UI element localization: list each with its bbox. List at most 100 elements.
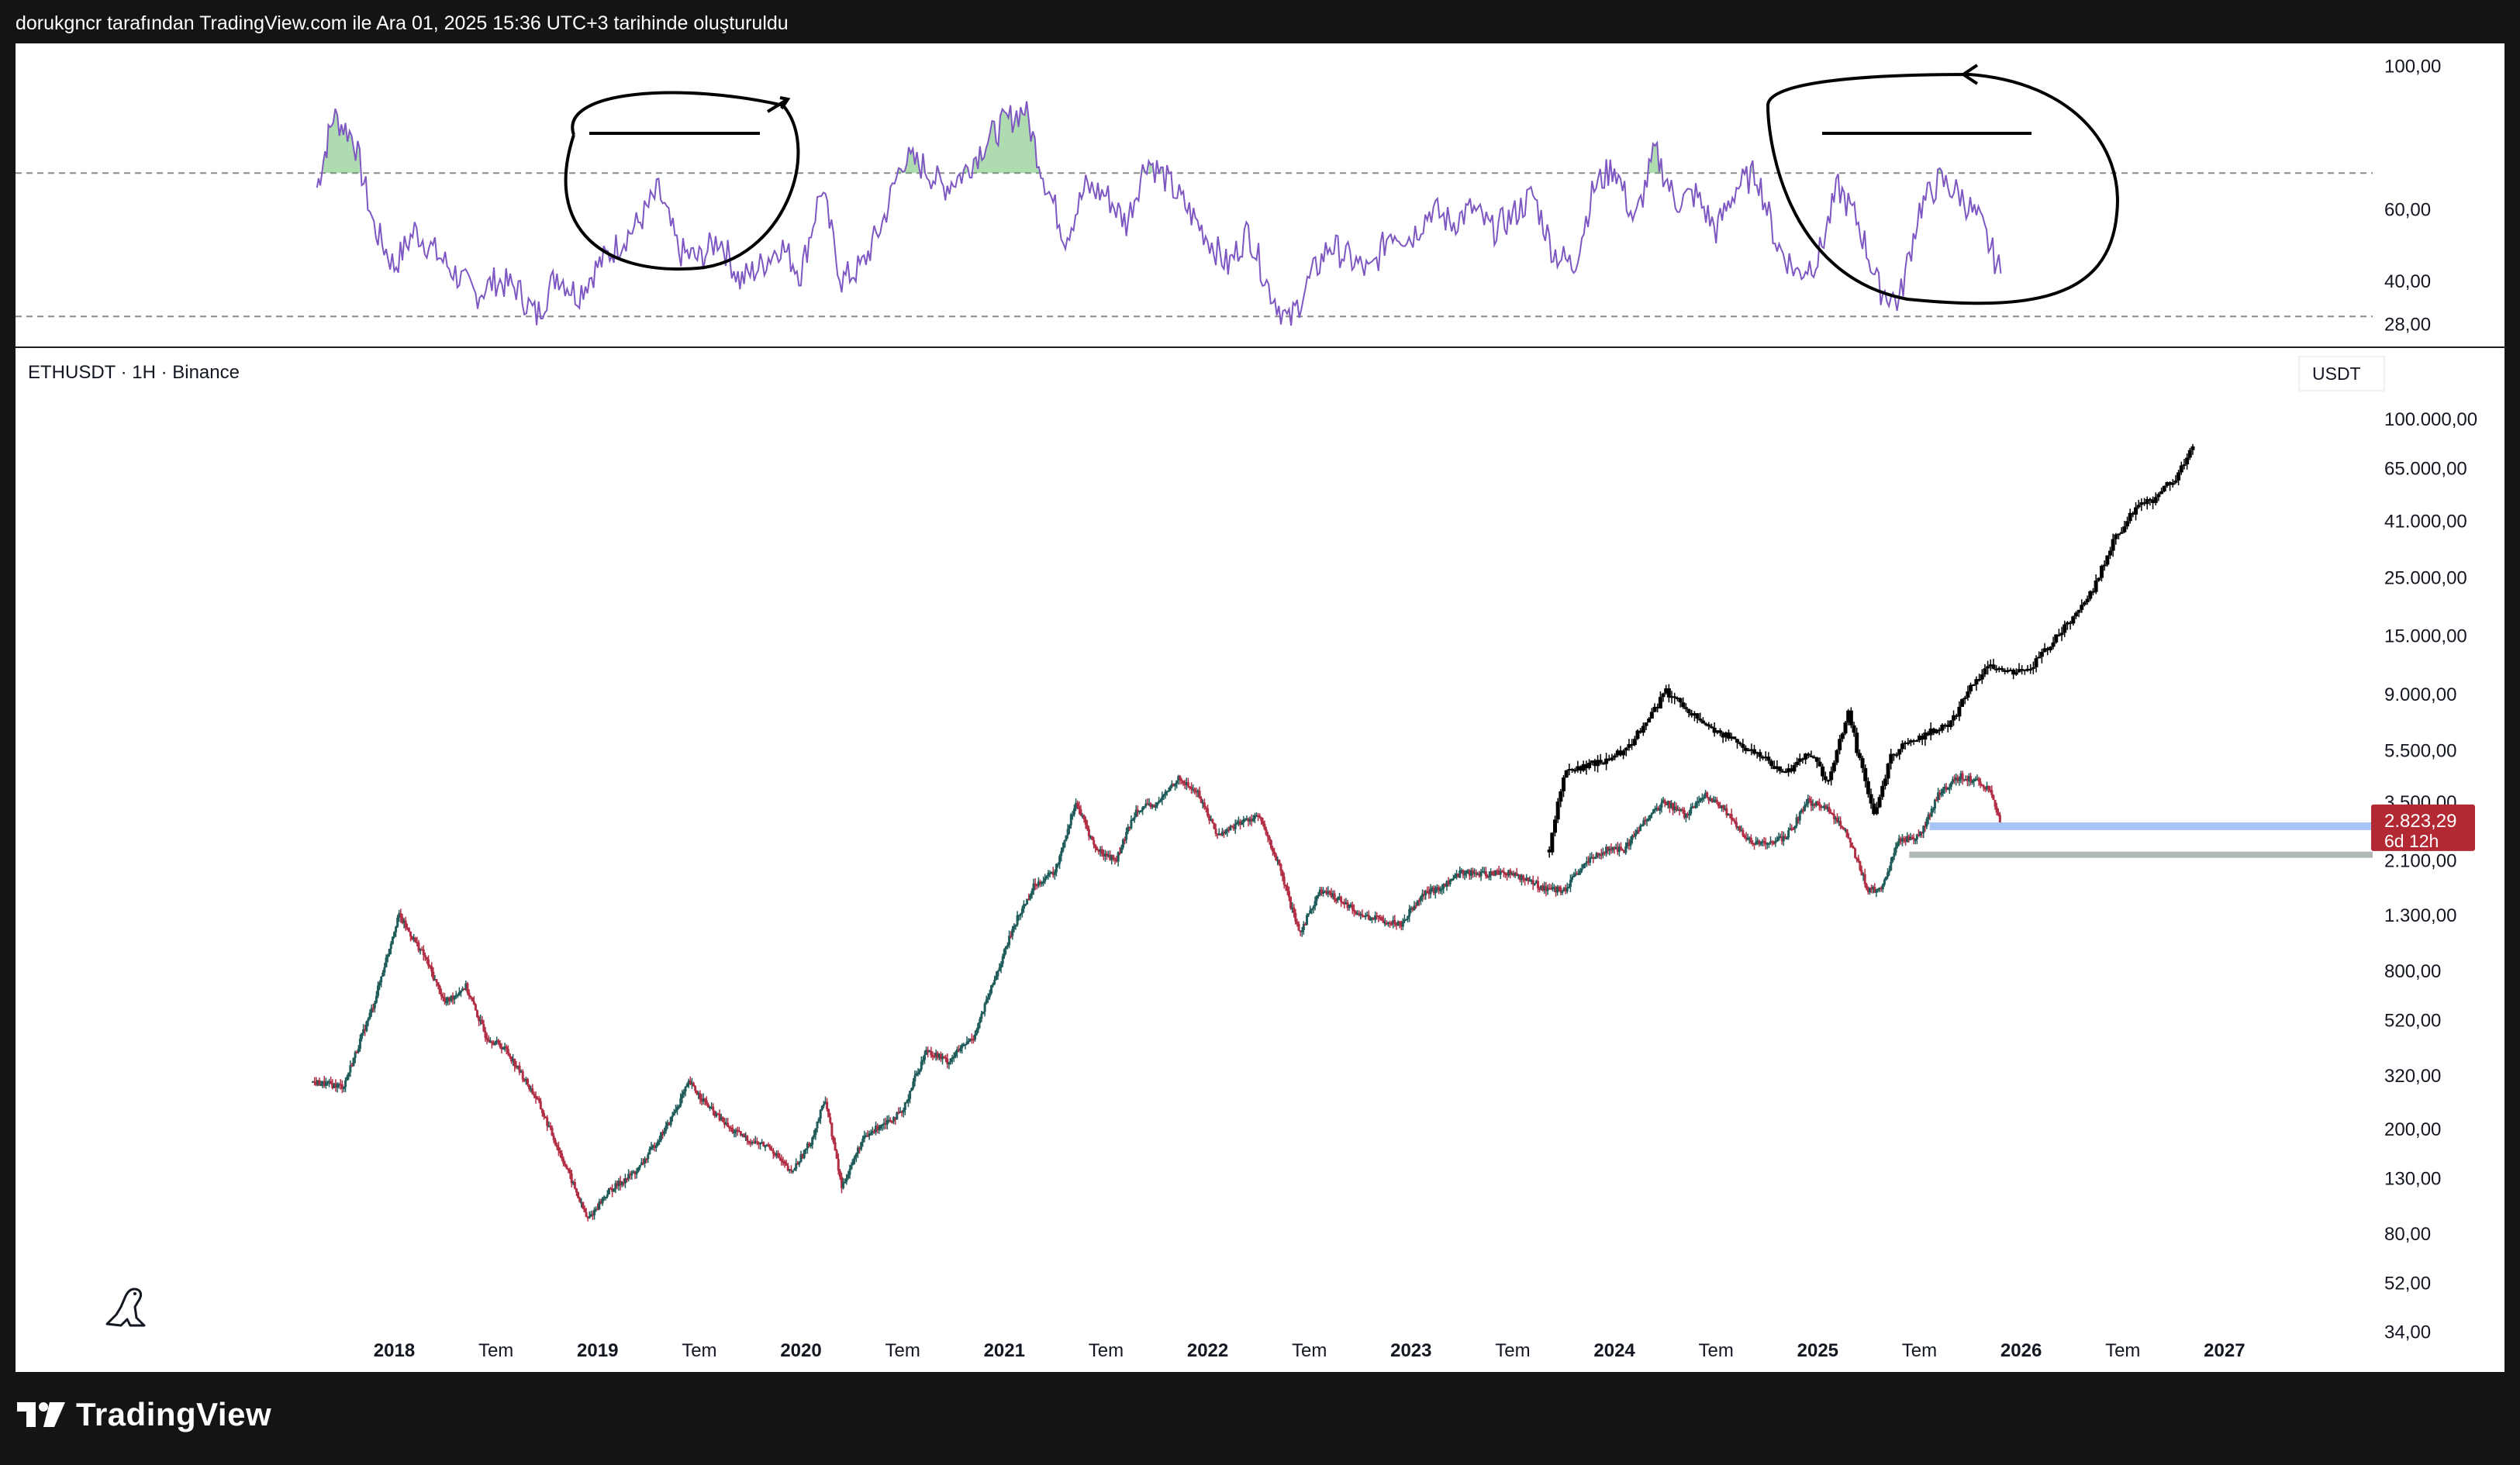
projection-candle-5[interactable] [1562,777,1566,791]
projection-candle-199[interactable] [2114,534,2118,539]
price-candle-1014[interactable] [1961,773,1964,780]
price-candle-180[interactable] [604,1196,607,1198]
price-candle-481[interactable] [1094,844,1097,848]
price-candle-264[interactable] [740,1133,744,1136]
projection-candle-79[interactable] [1772,766,1776,770]
price-candle-865[interactable] [1718,806,1721,808]
price-candle-886[interactable] [1753,843,1756,846]
price-candle-494[interactable] [1115,859,1118,862]
price-candle-445[interactable] [1035,884,1038,887]
price-candle-159[interactable] [570,1173,573,1184]
price-candle-491[interactable] [1110,855,1113,860]
price-candle-405[interactable] [970,1038,973,1040]
price-candle-979[interactable] [1904,839,1907,843]
price-candle-922[interactable] [1811,803,1814,806]
price-candle-440[interactable] [1027,898,1030,901]
price-candle-754[interactable] [1538,888,1541,890]
price-candle-77[interactable] [437,982,440,986]
projection-candle-35[interactable] [1647,719,1652,723]
price-candle-301[interactable] [801,1154,804,1158]
price-candle-698[interactable] [1447,881,1450,884]
price-candle-542[interactable] [1193,788,1196,791]
projection-candle-196[interactable] [2105,555,2110,565]
price-candle-387[interactable] [941,1057,944,1060]
price-candle-669[interactable] [1400,922,1403,927]
price-candle-641[interactable] [1354,911,1357,914]
projection-candle-72[interactable] [1752,749,1757,754]
price-candle-169[interactable] [586,1216,589,1219]
price-candle-634[interactable] [1343,903,1346,905]
projection-candle-113[interactable] [1869,794,1873,804]
price-candle-824[interactable] [1652,809,1655,813]
price-candle-199[interactable] [635,1171,638,1174]
price-candle-501[interactable] [1127,826,1130,832]
price-candle-245[interactable] [710,1106,713,1108]
projection-candle-6[interactable] [1564,770,1569,778]
price-candle-655[interactable] [1377,915,1380,918]
price-candle-941[interactable] [1842,827,1845,830]
price-candle-763[interactable] [1552,887,1555,889]
projection-candle-85[interactable] [1789,768,1793,772]
price-candle-274[interactable] [757,1143,760,1145]
projection-candle-50[interactable] [1690,712,1694,716]
projection-candle-189[interactable] [2085,598,2090,602]
price-candle-134[interactable] [530,1088,533,1091]
price-candle-686[interactable] [1427,891,1431,895]
price-candle-940[interactable] [1841,826,1844,828]
price-candle-152[interactable] [558,1150,561,1153]
projection-candle-116[interactable] [1877,797,1882,808]
price-candle-133[interactable] [528,1084,531,1090]
price-candle-549[interactable] [1204,807,1207,809]
price-candle-22[interactable] [347,1072,350,1077]
projection-candle-218[interactable] [2168,482,2173,485]
price-candle-437[interactable] [1022,904,1025,909]
price-candle-997[interactable] [1933,799,1936,809]
price-candle-357[interactable] [892,1117,896,1122]
price-candle-280[interactable] [767,1144,770,1147]
price-candle-912[interactable] [1795,817,1798,826]
price-candle-592[interactable] [1275,854,1278,860]
price-candle-58[interactable] [406,927,409,929]
price-candle-370[interactable] [913,1075,917,1082]
price-candle-903[interactable] [1780,836,1783,842]
price-candle-723[interactable] [1488,875,1491,877]
price-candle-509[interactable] [1140,810,1143,812]
price-candle-530[interactable] [1174,784,1177,787]
price-candle-365[interactable] [905,1101,908,1104]
projection-candle-71[interactable] [1749,749,1754,751]
price-candle-1002[interactable] [1942,789,1945,794]
price-candle-433[interactable] [1016,915,1019,926]
price-candle-785[interactable] [1589,857,1592,863]
price-candle-404[interactable] [968,1038,972,1041]
projection-candle-124[interactable] [1900,743,1904,750]
price-candle-463[interactable] [1065,835,1068,841]
projection-candle-89[interactable] [1800,758,1805,760]
price-candle-51[interactable] [395,926,398,932]
price-candle-383[interactable] [934,1053,937,1056]
price-candle-960[interactable] [1873,887,1876,893]
price-candle-1032[interactable] [1990,790,1994,796]
price-candle-48[interactable] [389,943,392,949]
price-candle-351[interactable] [882,1122,885,1125]
projection-candle-101[interactable] [1835,750,1839,763]
price-candle-677[interactable] [1413,905,1416,911]
projection-candle-84[interactable] [1786,768,1791,773]
price-candle-520[interactable] [1158,801,1161,803]
price-candle-223[interactable] [674,1110,677,1112]
price-candle-1011[interactable] [1956,777,1959,781]
price-candle-541[interactable] [1192,788,1195,791]
projection-candle-76[interactable] [1763,757,1768,759]
price-candle-645[interactable] [1361,914,1364,916]
projection-candle-118[interactable] [1883,778,1887,786]
price-candle-238[interactable] [699,1093,702,1099]
currency-box[interactable]: USDT [2298,356,2385,391]
price-candle-43[interactable] [381,972,385,977]
price-candle-319[interactable] [830,1122,834,1137]
price-candle-218[interactable] [666,1122,669,1126]
price-candle-939[interactable] [1839,821,1842,826]
price-candle-299[interactable] [798,1162,801,1165]
price-candle-804[interactable] [1619,846,1622,850]
price-candle-350[interactable] [881,1124,884,1126]
projection-candle-190[interactable] [2088,591,2093,599]
price-candle-126[interactable] [516,1065,520,1067]
